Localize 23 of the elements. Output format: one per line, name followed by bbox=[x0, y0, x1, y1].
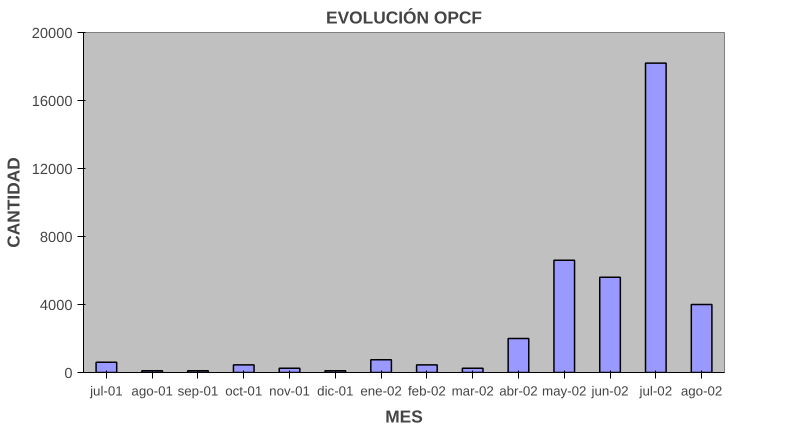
x-tick-label: abr-02 bbox=[499, 384, 538, 398]
x-axis-title: MES bbox=[385, 406, 423, 426]
y-tick-label: 16000 bbox=[32, 94, 73, 110]
y-tick-label: 12000 bbox=[32, 162, 73, 178]
x-tick-label: jul-01 bbox=[89, 384, 123, 398]
x-tick-label: ago-02 bbox=[680, 384, 722, 398]
x-tick-label: ene-02 bbox=[360, 384, 402, 398]
y-tick-label: 4000 bbox=[40, 298, 73, 314]
x-tick-label: dic-01 bbox=[317, 384, 354, 398]
x-tick-label: nov-01 bbox=[269, 384, 310, 398]
x-tick-label: mar-02 bbox=[452, 384, 494, 398]
y-tick-label: 0 bbox=[64, 366, 73, 382]
chart-title: EVOLUCIÓN OPCF bbox=[326, 8, 482, 28]
y-axis-title: CANTIDAD bbox=[4, 157, 24, 248]
x-tick-label: jun-02 bbox=[590, 384, 629, 398]
x-tick-label: may-02 bbox=[542, 384, 586, 398]
x-tick-label: ago-01 bbox=[131, 384, 173, 398]
x-tick-label: oct-01 bbox=[225, 384, 262, 398]
y-tick-label: 20000 bbox=[32, 26, 73, 42]
x-tick-label: jul-02 bbox=[638, 384, 672, 398]
x-tick-label: feb-02 bbox=[408, 384, 446, 398]
x-tick-label: sep-01 bbox=[178, 384, 218, 398]
y-tick-label: 8000 bbox=[40, 230, 73, 246]
